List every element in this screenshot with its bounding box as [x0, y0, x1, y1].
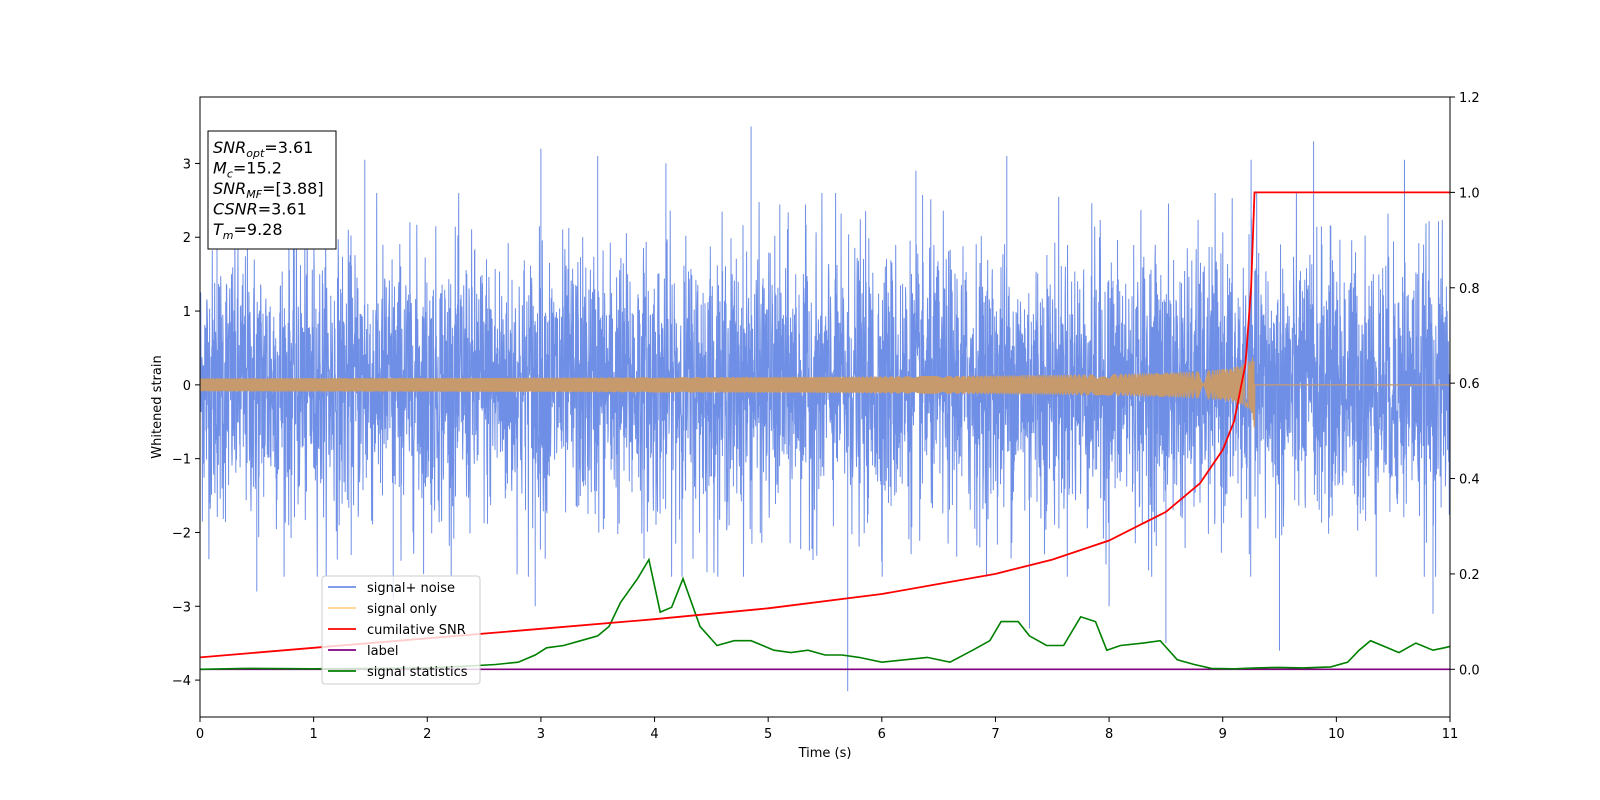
y-right-tick-label: 0.2 — [1459, 568, 1480, 583]
legend-frame — [321, 575, 481, 685]
y-right-tick-label: 1.2 — [1459, 91, 1480, 106]
x-tick-label: 10 — [1328, 727, 1345, 742]
legend-label: cumilative SNR — [367, 623, 466, 638]
y-right-tick-label: 0.8 — [1459, 282, 1480, 297]
x-axis-label: Time (s) — [798, 746, 852, 761]
y-right-tick-label: 0.0 — [1459, 663, 1480, 678]
plot-frame — [199, 96, 1451, 718]
legend-label: signal statistics — [367, 665, 468, 680]
y-axis-label: Whitened strain — [150, 355, 165, 458]
series-signal-statistics — [200, 557, 1450, 671]
legend-label: signal only — [367, 602, 437, 617]
y-left-tick-label: −2 — [172, 526, 191, 541]
y-left-tick-label: −3 — [172, 600, 191, 615]
legend-label: label — [367, 644, 398, 659]
y-right-tick-label: 1.0 — [1459, 186, 1480, 201]
series-cumulative-snr — [200, 191, 1450, 659]
x-tick-label: 5 — [764, 727, 772, 742]
x-tick-label: 9 — [1219, 727, 1227, 742]
x-tick-label: 11 — [1442, 727, 1459, 742]
x-tick-label: 6 — [878, 727, 886, 742]
axes-layer: 0 1 2 3 4 5 6 7 8 9 10 11 −4 −3 −2 −1 0 1 2 3 0.0 0.2 0.4 0.6 0.… — [172, 91, 1480, 742]
x-tick-label: 8 — [1105, 727, 1113, 742]
stats-box-frame — [207, 130, 337, 250]
y-right-tick-label: 0.6 — [1459, 377, 1480, 392]
x-tick-label: 2 — [423, 727, 431, 742]
stat-line: SNRMF=[3.88] — [213, 179, 324, 201]
stat-line: SNRopt=3.61 — [213, 138, 313, 160]
legend-label: signal+ noise — [367, 581, 455, 596]
stat-line: CSNR=3.61 — [213, 200, 307, 219]
x-tick-label: 1 — [309, 727, 317, 742]
y-left-tick-label: 2 — [183, 231, 191, 246]
x-tick-label: 7 — [991, 727, 999, 742]
y-left-tick-label: −4 — [172, 674, 191, 689]
y-left-tick-label: 1 — [183, 305, 191, 320]
stat-line: Tm=9.28 — [213, 220, 283, 242]
y-right-tick-label: 0.4 — [1459, 473, 1480, 488]
legend: signal+ noise signal only cumilative SNR la… — [321, 575, 481, 685]
series-signal-only — [200, 356, 1450, 428]
y-left-tick-label: 3 — [183, 157, 191, 172]
x-tick-label: 3 — [537, 727, 545, 742]
stats-annotation-box: SNRopt=3.61Mc=15.2SNRMF=[3.88]CSNR=3.61T… — [207, 130, 337, 250]
y-left-tick-label: −1 — [172, 453, 191, 468]
x-tick-label: 4 — [650, 727, 658, 742]
y-left-tick-label: 0 — [183, 379, 191, 394]
stat-line: Mc=15.2 — [213, 159, 282, 181]
x-tick-label: 0 — [196, 727, 204, 742]
